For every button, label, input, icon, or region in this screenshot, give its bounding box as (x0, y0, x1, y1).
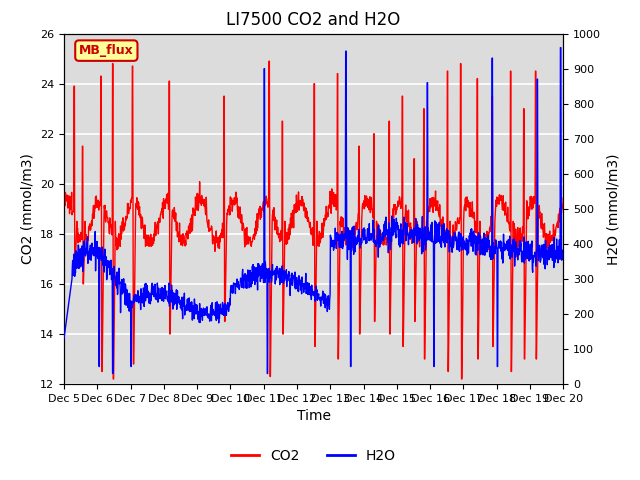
Text: MB_flux: MB_flux (79, 44, 134, 57)
Legend: CO2, H2O: CO2, H2O (225, 443, 402, 468)
Y-axis label: CO2 (mmol/m3): CO2 (mmol/m3) (20, 154, 35, 264)
X-axis label: Time: Time (296, 409, 331, 423)
Y-axis label: H2O (mmol/m3): H2O (mmol/m3) (607, 153, 620, 264)
Title: LI7500 CO2 and H2O: LI7500 CO2 and H2O (227, 11, 401, 29)
